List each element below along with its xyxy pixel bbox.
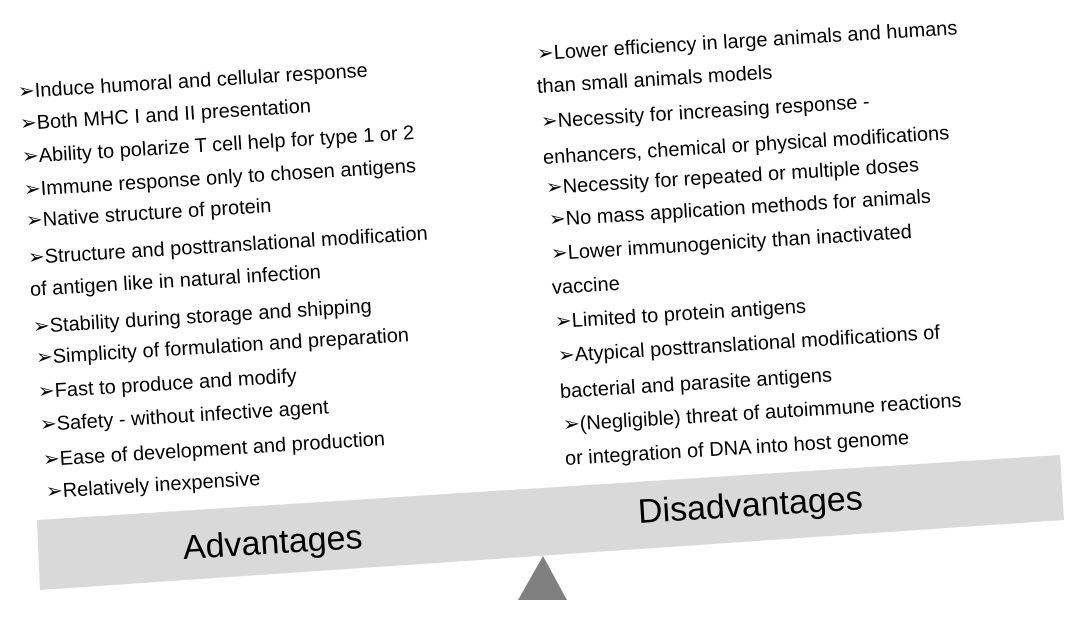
fulcrum-triangle — [518, 556, 567, 600]
balance-beam — [37, 455, 1064, 590]
disadvantages-item: vaccine — [551, 272, 621, 299]
